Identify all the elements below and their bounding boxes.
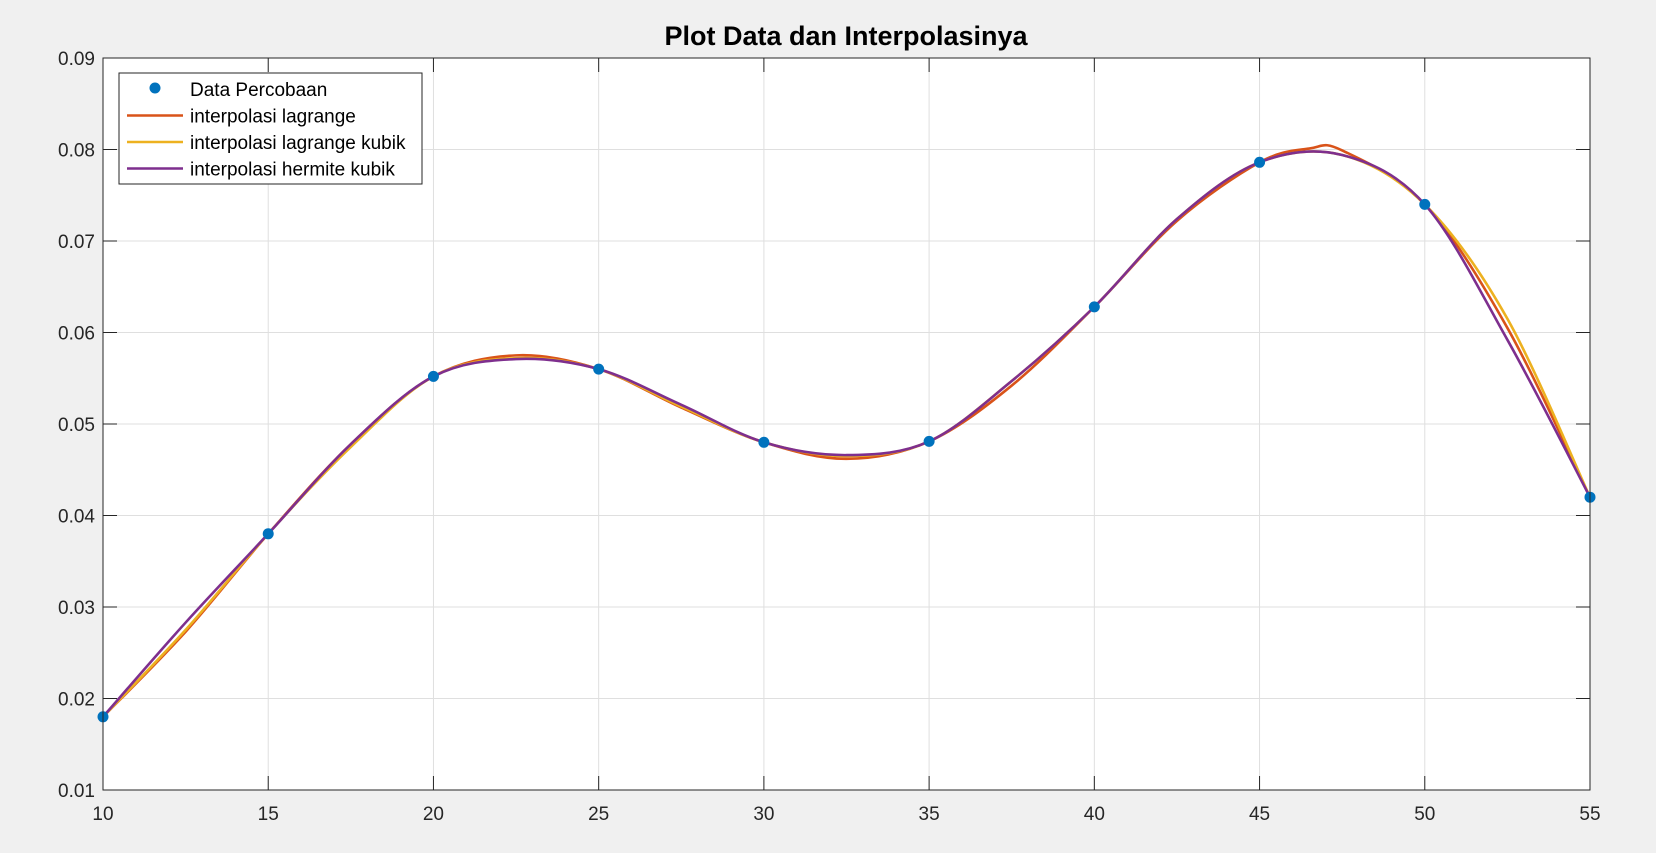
x-tick-label: 40	[1084, 804, 1105, 825]
x-tick-label: 30	[753, 804, 774, 825]
x-tick-label: 10	[92, 804, 113, 825]
data-point	[593, 363, 605, 375]
legend-marker-icon	[149, 82, 161, 94]
y-tick-labels: 0.01 0.02 0.03 0.04 0.05 0.06 0.07 0.08 0.09	[58, 49, 95, 802]
data-points	[97, 156, 1596, 723]
y-tick-label: 0.03	[58, 598, 95, 619]
data-point	[758, 436, 770, 448]
data-point	[1088, 301, 1100, 313]
data-point	[923, 435, 935, 447]
tick-marks	[102, 57, 1591, 791]
x-tick-label: 20	[423, 804, 444, 825]
legend: Data Percobaan interpolasi lagrange interp…	[118, 72, 423, 185]
series-layer	[102, 143, 1592, 718]
y-tick-label: 0.08	[58, 141, 95, 162]
y-tick-label: 0.01	[58, 781, 95, 802]
x-tick-label: 50	[1414, 804, 1435, 825]
x-tick-labels: 10 15 20 25 30 35 40 45 50 55	[92, 804, 1600, 825]
x-tick-label: 55	[1579, 804, 1600, 825]
y-tick-label: 0.09	[58, 49, 95, 70]
legend-label: interpolasi lagrange	[190, 107, 356, 128]
legend-label: Data Percobaan	[190, 80, 327, 101]
series-line-interpolasi-hermite-kubik	[102, 150, 1592, 718]
y-tick-label: 0.05	[58, 415, 95, 436]
x-tick-label: 35	[919, 804, 940, 825]
x-tick-label: 15	[258, 804, 279, 825]
y-tick-label: 0.04	[58, 507, 95, 528]
legend-label: interpolasi hermite kubik	[190, 160, 395, 181]
data-point	[1254, 156, 1266, 168]
y-tick-label: 0.02	[58, 690, 95, 711]
x-tick-label: 45	[1249, 804, 1270, 825]
data-point	[427, 370, 439, 382]
legend-label: interpolasi lagrange kubik	[190, 133, 406, 154]
y-tick-label: 0.07	[58, 232, 95, 253]
y-tick-label: 0.06	[58, 324, 95, 345]
chart-title: Plot Data dan Interpolasinya	[664, 21, 1028, 51]
data-point	[262, 528, 274, 540]
legend-box	[118, 72, 423, 185]
x-tick-label: 25	[588, 804, 609, 825]
data-point	[1419, 198, 1431, 210]
